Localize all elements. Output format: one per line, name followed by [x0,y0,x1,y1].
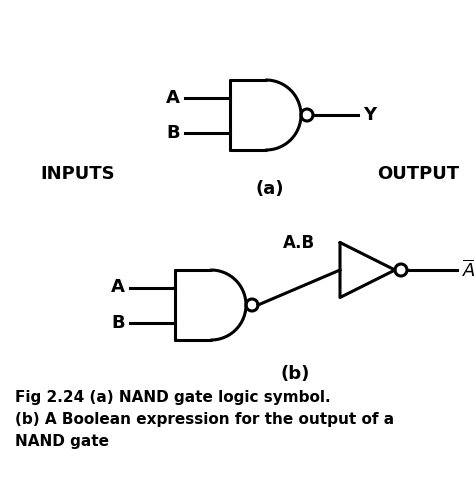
Text: (b) A Boolean expression for the output of a: (b) A Boolean expression for the output … [15,412,394,427]
Text: Fig 2.24 (a) NAND gate logic symbol.: Fig 2.24 (a) NAND gate logic symbol. [15,390,331,405]
Text: Y: Y [363,106,376,124]
Text: B: B [166,124,180,141]
Text: A: A [166,89,180,107]
Text: (a): (a) [256,180,284,198]
Text: A: A [111,279,125,297]
Text: $\overline{A.B}$: $\overline{A.B}$ [462,260,474,281]
Text: B: B [111,314,125,332]
Text: NAND gate: NAND gate [15,434,109,449]
Text: A.B: A.B [283,234,315,252]
Text: OUTPUT: OUTPUT [377,165,459,183]
Text: INPUTS: INPUTS [40,165,115,183]
Text: (b): (b) [280,365,310,383]
